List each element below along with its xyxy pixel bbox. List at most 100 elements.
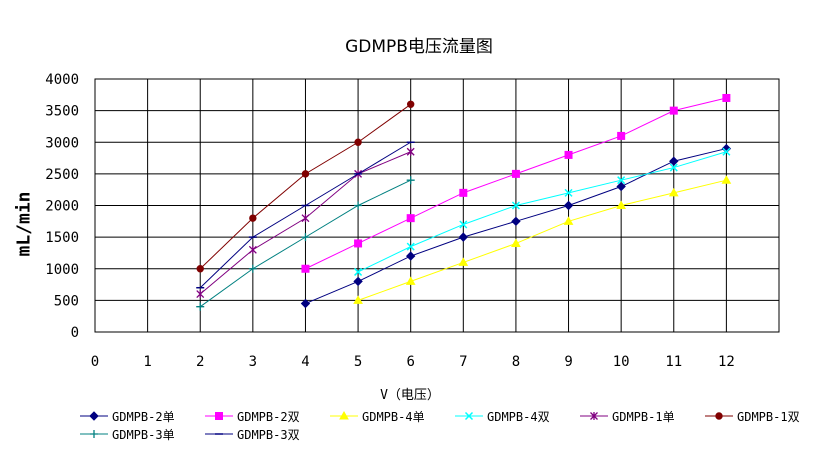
legend-label: GDMPB-2双 <box>237 409 300 424</box>
legend-swatch <box>580 412 608 420</box>
legend-item: GDMPB-4单 <box>330 407 425 425</box>
legend-item: GDMPB-3单 <box>80 425 175 443</box>
x-tick-label: 9 <box>564 354 572 370</box>
data-point <box>721 175 732 184</box>
data-point <box>301 233 310 242</box>
data-point <box>617 176 626 185</box>
x-tick-label: 2 <box>196 354 204 370</box>
data-point <box>564 188 573 197</box>
data-point <box>511 169 520 178</box>
y-tick-label: 2000 <box>45 199 79 215</box>
data-point <box>196 302 205 311</box>
series-5 <box>196 147 415 299</box>
data-point <box>301 264 310 273</box>
legend-label: GDMPB-1双 <box>737 409 800 424</box>
legend-swatch <box>80 411 108 421</box>
y-tick-label: 1500 <box>45 230 79 246</box>
legend-swatch <box>80 430 108 438</box>
x-tick-label: 4 <box>301 354 309 370</box>
data-point <box>511 216 521 227</box>
legend-item: GDMPB-1单 <box>580 407 675 425</box>
legend-item: GDMPB-2双 <box>205 407 300 425</box>
series-3 <box>353 175 732 304</box>
x-tick-label: 6 <box>406 354 414 370</box>
x-tick-label: 3 <box>249 354 257 370</box>
data-point <box>563 200 574 211</box>
data-point <box>248 245 257 254</box>
data-point <box>249 214 257 222</box>
data-point <box>669 156 679 166</box>
legend-marker <box>715 412 723 420</box>
data-point <box>300 298 311 309</box>
data-point <box>563 216 574 225</box>
legend-swatch <box>330 410 358 420</box>
legend-swatch <box>205 433 233 435</box>
data-point <box>669 106 678 115</box>
data-point <box>458 232 469 242</box>
x-tick-label: 7 <box>459 354 467 370</box>
series-6 <box>196 100 415 273</box>
x-tick-label: 10 <box>613 354 630 370</box>
series-1 <box>300 143 732 309</box>
legend-label: GDMPB-3单 <box>112 427 175 442</box>
legend-item: GDMPB-2单 <box>80 407 175 425</box>
legend-marker <box>590 412 598 420</box>
y-tick-label: 2500 <box>45 167 79 183</box>
data-point <box>616 181 626 192</box>
data-point <box>405 251 416 261</box>
legend-label: GDMPB-2单 <box>112 409 175 424</box>
data-point <box>669 163 678 172</box>
x-tick-label: 12 <box>718 354 735 370</box>
data-point <box>248 264 257 273</box>
legend-marker <box>339 410 349 420</box>
data-point <box>406 214 415 223</box>
legend-label: GDMPB-1单 <box>612 409 675 424</box>
data-point <box>722 147 731 156</box>
data-point <box>458 257 469 266</box>
x-tick-label: 0 <box>91 354 99 370</box>
data-point <box>301 214 310 223</box>
x-tick-label: 11 <box>665 354 682 370</box>
x-tick-label: 8 <box>512 354 520 370</box>
series-line <box>357 151 727 273</box>
chart-title: GDMPB电压流量图 <box>345 37 493 57</box>
legend-marker <box>215 412 223 420</box>
y-tick-label: 3500 <box>45 104 79 120</box>
series-7 <box>196 176 415 311</box>
plot-border <box>94 78 780 333</box>
data-point <box>353 295 363 304</box>
data-point <box>354 239 363 248</box>
legend-label: GDMPB-4单 <box>362 409 425 424</box>
legend-swatch <box>205 412 233 420</box>
series-line <box>357 179 727 301</box>
data-point <box>616 200 627 209</box>
data-point <box>511 238 521 247</box>
data-point <box>722 93 731 102</box>
data-point <box>511 201 520 210</box>
legend-item: GDMPB-3双 <box>205 425 300 443</box>
data-point <box>406 176 415 185</box>
legend-item: GDMPB-4双 <box>455 407 550 425</box>
data-point <box>354 201 363 210</box>
data-point <box>406 242 415 251</box>
data-point <box>354 138 362 146</box>
series-2 <box>301 93 731 273</box>
y-tick-label: 500 <box>54 293 79 309</box>
data-point <box>564 150 573 159</box>
data-point <box>406 100 415 109</box>
data-point <box>668 187 679 197</box>
legend-label: GDMPB-3双 <box>237 427 300 442</box>
legend-marker <box>90 430 98 438</box>
data-point <box>406 147 415 156</box>
legend-swatch <box>455 411 483 421</box>
data-point <box>353 276 363 287</box>
y-tick-label: 1000 <box>45 262 79 278</box>
data-point <box>459 188 468 197</box>
legend-marker <box>464 411 474 421</box>
y-tick-label: 3000 <box>45 135 79 151</box>
x-tick-label: 1 <box>143 354 151 370</box>
series-8 <box>196 141 415 289</box>
data-point <box>301 170 310 178</box>
